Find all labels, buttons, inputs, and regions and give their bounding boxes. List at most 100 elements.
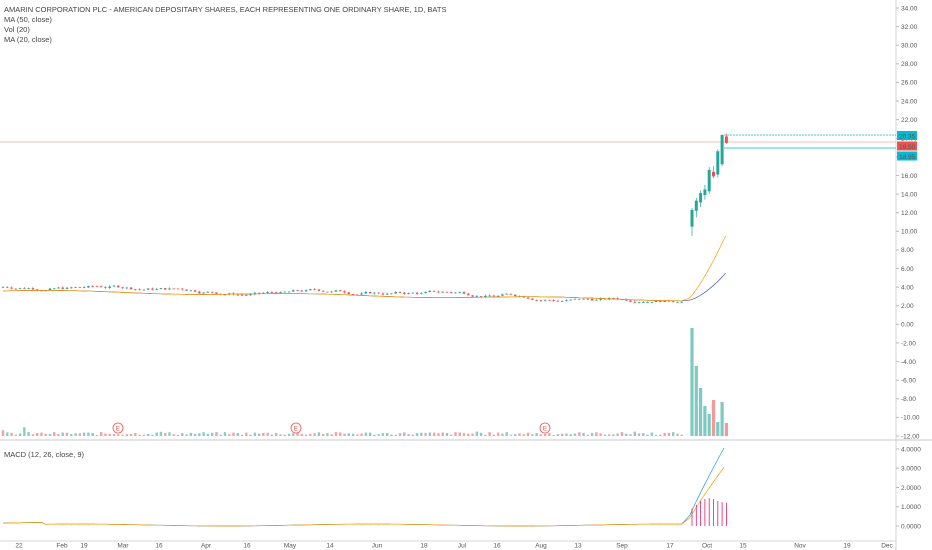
candle-body — [223, 294, 227, 296]
candle-body — [509, 293, 513, 295]
volume-bar — [326, 433, 329, 436]
volume-bar — [385, 432, 389, 436]
volume-bar — [629, 434, 632, 436]
candle-body — [91, 286, 94, 287]
candle-body — [95, 286, 99, 287]
candle-body — [23, 287, 26, 289]
macd-tick-label: 1.0000 — [901, 504, 921, 511]
volume-bar — [164, 433, 167, 436]
candle-body — [565, 300, 568, 302]
volume-bar — [377, 434, 380, 436]
volume-bar — [501, 433, 504, 436]
volume-bar — [142, 434, 146, 436]
volume-bar — [586, 434, 590, 436]
candle-body — [296, 290, 299, 291]
time-axis-label: Feb — [56, 543, 68, 550]
candle-body — [646, 302, 649, 303]
signal-line — [2, 467, 725, 527]
volume-bar-spike — [711, 400, 716, 436]
ma20-line — [2, 235, 726, 302]
volume-bar — [428, 432, 432, 436]
price-tick-label: -6.00 — [901, 377, 916, 384]
candle-body — [292, 290, 295, 292]
spike-candle-body — [694, 200, 698, 211]
macd-legend[interactable]: MACD (12, 26, close, 9) — [4, 450, 85, 459]
candle-body — [240, 294, 244, 296]
volume-bar — [18, 433, 22, 436]
volume-bar — [543, 433, 547, 436]
candle-body — [27, 288, 30, 289]
candle-body — [650, 302, 654, 303]
candle-body — [428, 290, 432, 292]
candle-body — [18, 287, 22, 289]
volume-bar — [48, 434, 52, 436]
earnings-marker — [539, 422, 551, 434]
candle-body — [283, 291, 286, 293]
candle-body — [454, 292, 457, 294]
volume-bar — [159, 431, 163, 436]
candle-body — [347, 292, 350, 295]
candle-body — [496, 295, 500, 297]
candle-body — [65, 287, 69, 289]
volume-bar — [245, 432, 248, 436]
time-axis-label: Mar — [117, 543, 129, 550]
volume-legend[interactable]: Vol (20) — [4, 25, 30, 34]
volume-bar — [181, 433, 184, 436]
volume-bar — [219, 434, 222, 436]
time-axis-label: Aug — [535, 543, 547, 550]
volume-bar — [642, 433, 645, 436]
price-tick-label: 30.00 — [901, 43, 918, 50]
time-axis-label: 13 — [574, 543, 582, 550]
volume-bar — [484, 434, 487, 436]
candle-body — [99, 286, 103, 288]
candle-body — [236, 294, 239, 296]
candle-body — [441, 291, 444, 293]
time-axis-label: 17 — [666, 543, 674, 550]
candle-body — [35, 289, 39, 291]
candle-body — [14, 288, 18, 290]
volume-bar — [228, 434, 231, 436]
volume-bar — [240, 434, 244, 436]
spike-candle-body — [690, 209, 694, 227]
volume-bar — [313, 433, 316, 436]
volume-bar — [70, 433, 73, 436]
volume-bar — [368, 432, 372, 436]
volume-bar — [526, 432, 530, 436]
volume-bar — [330, 434, 333, 436]
candle-body — [377, 292, 380, 294]
volume-bar — [202, 432, 205, 436]
volume-bar — [317, 432, 321, 436]
candle-body — [189, 290, 193, 292]
candle-body — [437, 291, 440, 293]
volume-bar — [74, 433, 77, 436]
candle-body — [663, 300, 666, 303]
volume-bar — [27, 432, 30, 436]
candle-body — [680, 301, 683, 303]
volume-bar — [321, 433, 325, 436]
ma20-legend[interactable]: MA (20, close) — [4, 35, 52, 44]
volume-bar — [561, 433, 564, 436]
candle-body — [185, 289, 188, 291]
candle-body — [343, 291, 346, 293]
candle-body — [321, 290, 325, 292]
volume-bar — [91, 432, 94, 436]
volume-bar — [420, 432, 423, 436]
candle-body — [168, 288, 171, 290]
candle-body — [275, 292, 278, 294]
candle-body — [339, 290, 342, 292]
volume-bar-spike — [720, 402, 724, 436]
volume-bar — [492, 434, 496, 436]
candle-body — [313, 289, 316, 290]
candle-body — [531, 298, 534, 300]
ma50-legend[interactable]: MA (50, close) — [4, 15, 52, 24]
volume-bar — [210, 432, 214, 436]
volume-bar — [445, 432, 449, 436]
volume-bar — [607, 434, 611, 436]
time-axis-label: 14 — [326, 543, 334, 550]
price-tick-label: 12.00 — [901, 210, 918, 217]
time-axis-label: 19 — [80, 543, 88, 550]
price-tick-label: 0.00 — [901, 322, 914, 329]
candle-body — [415, 292, 419, 294]
